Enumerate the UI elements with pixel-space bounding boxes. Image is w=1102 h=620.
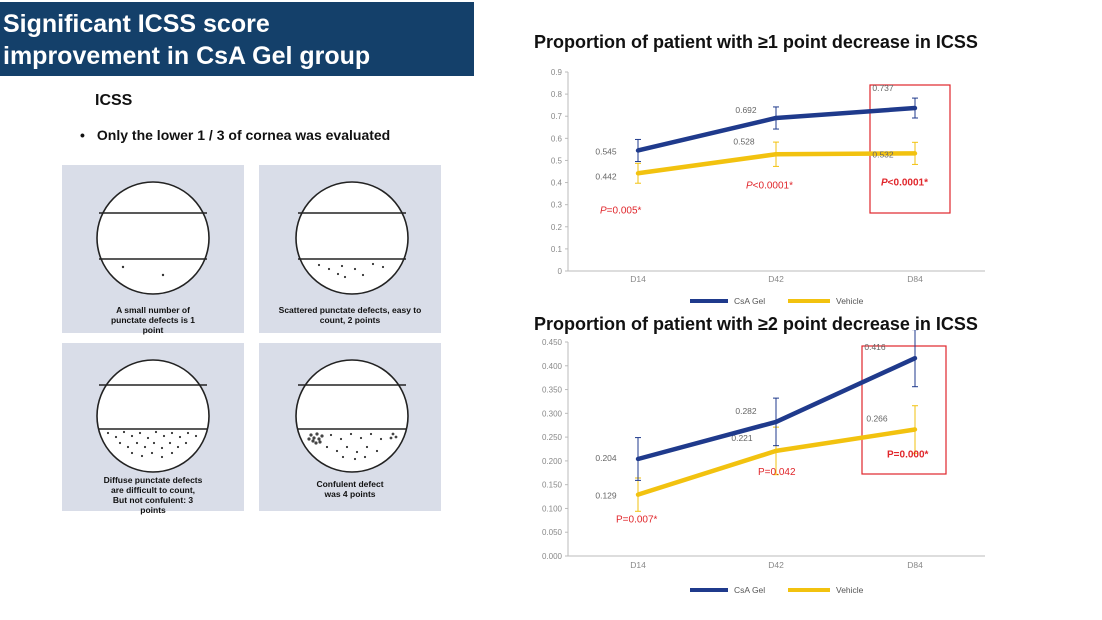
y-tick-label: 0.400 — [542, 362, 563, 371]
data-label: 0.532 — [872, 149, 894, 159]
vehicle-data-point — [635, 492, 641, 497]
confluent-defect-dots — [325, 432, 383, 461]
p-value-label: P<0.0001* — [881, 177, 928, 188]
csa-gel-data-point — [912, 355, 918, 361]
data-label: 0.221 — [731, 433, 753, 443]
x-tick-label: D42 — [768, 560, 784, 570]
chart-1-title: Proportion of patient with ≥1 point decr… — [534, 32, 978, 52]
x-tick-label: D84 — [907, 560, 923, 570]
data-label: 0.737 — [872, 83, 894, 93]
y-tick-label: 0.9 — [551, 68, 563, 77]
p-value-label: P=0.000* — [887, 450, 929, 461]
y-tick-label: 0.450 — [542, 338, 563, 347]
data-label: 0.442 — [595, 171, 617, 181]
grade-2-panel: Scattered punctate defects, easy to coun… — [259, 165, 441, 333]
csa-gel-data-point — [773, 115, 779, 121]
y-tick-label: 0.100 — [542, 504, 563, 513]
y-tick-label: 0.350 — [542, 386, 563, 395]
icss-heading: ICSS — [95, 92, 133, 109]
y-tick-label: 0.000 — [542, 552, 563, 561]
y-tick-label: 0.150 — [542, 481, 563, 490]
grade-1-panel: A small number of punctate defects is 1 … — [62, 165, 244, 335]
csa-gel-data-point — [773, 419, 779, 425]
legend-vehicle-label: Vehicle — [836, 296, 864, 306]
csa-gel-data-point — [912, 105, 918, 111]
vehicle-data-point — [912, 427, 918, 432]
grade-1-caption: A small number of punctate defects is 1 … — [110, 305, 196, 335]
slide-title-line-2: improvement in CsA Gel group — [3, 42, 371, 70]
bullet-note: • Only the lower 1 / 3 of cornea was eval… — [80, 127, 390, 143]
chart-2-title: Proportion of patient with ≥2 point decr… — [534, 314, 978, 334]
slide-title: Significant ICSS score improvement in Cs… — [0, 2, 474, 76]
data-label: 0.282 — [735, 406, 757, 416]
y-tick-label: 0.7 — [551, 112, 563, 121]
y-tick-label: 0.6 — [551, 134, 563, 143]
highlight-box-d84 — [869, 84, 951, 214]
chart-1: 0 0.1 0.2 0.3 0.4 0.5 0.6 0.7 0.8 0.9 D14 D42 D84 0.4… — [551, 68, 985, 306]
chart-2: 0.000 0.050 0.100 0.150 0.200 0.250 0.300 0.350… — [542, 330, 985, 595]
data-label: 0.528 — [733, 136, 755, 146]
vehicle-data-point — [912, 151, 918, 156]
y-tick-label: 0.050 — [542, 528, 563, 537]
x-tick-label: D14 — [630, 560, 646, 570]
p-value-label: P=0.005* — [600, 205, 642, 216]
cornea-diagram-grade-2 — [295, 181, 409, 295]
data-label: 0.204 — [595, 453, 617, 463]
legend-vehicle-label: Vehicle — [836, 585, 864, 595]
y-tick-label: 0.2 — [551, 223, 563, 232]
p-value-label: P=0.007* — [616, 515, 658, 526]
p-value-label: P<0.0001* — [746, 180, 793, 191]
cornea-diagram-grade-1 — [96, 181, 210, 295]
y-tick-label: 0.300 — [542, 409, 563, 418]
cornea-diagram-grade-4 — [295, 359, 409, 473]
y-tick-label: 0.250 — [542, 433, 563, 442]
cornea-diagram-grade-3 — [96, 359, 210, 473]
grade-3-panel: Diffuse punctate defects are difficult t… — [62, 343, 244, 515]
y-tick-label: 0.5 — [551, 156, 563, 165]
grade-2-caption: Scattered punctate defects, easy to coun… — [278, 305, 422, 325]
y-tick-label: 0.200 — [542, 457, 563, 466]
vehicle-data-point — [773, 152, 779, 157]
y-tick-label: 0.8 — [551, 90, 563, 99]
legend-csa-gel-label: CsA Gel — [734, 296, 765, 306]
y-tick-label: 0 — [558, 267, 563, 276]
diffuse-defect-dots — [106, 430, 198, 459]
legend-csa-gel-label: CsA Gel — [734, 585, 765, 595]
data-label: 0.545 — [595, 146, 617, 156]
csa-gel-data-point — [635, 456, 641, 462]
data-label: 0.266 — [866, 414, 888, 424]
data-label: 0.129 — [595, 491, 617, 501]
grade-3-caption: Diffuse punctate defects are difficult t… — [103, 475, 203, 515]
y-tick-label: 0.1 — [551, 245, 563, 254]
data-label: 0.416 — [864, 342, 886, 352]
confluent-defect-cluster — [307, 432, 398, 445]
slide-title-line-1: Significant ICSS score — [3, 10, 270, 38]
data-label: 0.692 — [735, 105, 757, 115]
p-value-label: P=0.042 — [758, 467, 796, 478]
grade-4-caption: Confulent defect was 4 points — [316, 479, 384, 499]
vehicle-data-point — [635, 171, 641, 176]
grade-4-panel: Confulent defect was 4 points — [259, 343, 441, 511]
x-tick-label: D84 — [907, 274, 923, 284]
y-tick-label: 0.4 — [551, 179, 563, 188]
x-tick-label: D14 — [630, 274, 646, 284]
x-tick-label: D42 — [768, 274, 784, 284]
csa-gel-data-point — [635, 148, 641, 153]
y-tick-label: 0.3 — [551, 201, 563, 210]
highlight-box-d84 — [861, 345, 947, 475]
bullet-dot: • — [80, 127, 85, 143]
vehicle-data-point — [773, 448, 779, 454]
bullet-text: Only the lower 1 / 3 of cornea was evalu… — [96, 127, 391, 143]
